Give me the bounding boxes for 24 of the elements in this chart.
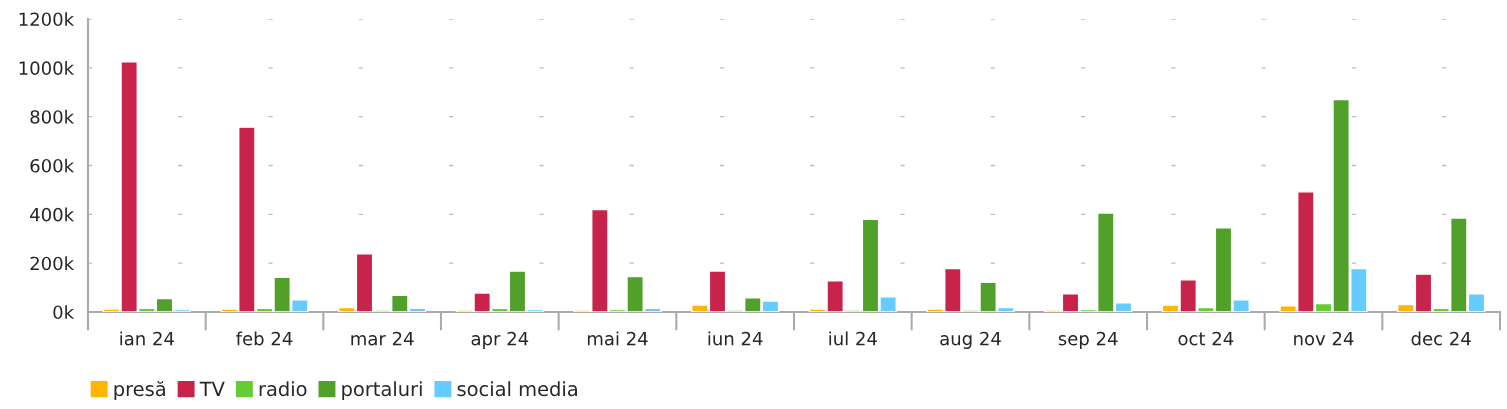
- x-tick-label: oct 24: [1178, 331, 1234, 346]
- x-tick-label: aug 24: [940, 331, 1001, 349]
- legend-label: portaluri: [342, 381, 422, 400]
- x-tick-label: sep 24: [1058, 331, 1118, 349]
- legend-label: TV: [199, 381, 225, 396]
- legend-label: radio: [259, 381, 307, 397]
- x-tick-label: mai 24: [587, 331, 648, 346]
- y-tick-label: 400k: [30, 207, 75, 222]
- y-tick-label: 800k: [30, 109, 75, 124]
- legend-label: social media: [457, 381, 577, 397]
- x-tick-label: iun 24: [708, 331, 763, 346]
- x-tick-label: ian 24: [120, 331, 174, 346]
- x-tick-label: nov 24: [1294, 331, 1354, 346]
- y-tick-label: 200k: [30, 256, 75, 271]
- legend-label: presă: [114, 381, 165, 400]
- y-tick-label: 1200k: [19, 12, 75, 27]
- y-tick-label: 0k: [53, 305, 75, 320]
- x-tick-label: mar 24: [351, 331, 414, 346]
- x-tick-label: dec 24: [1411, 331, 1471, 346]
- x-tick-label: feb 24: [236, 331, 293, 346]
- x-tick-label: iul 24: [829, 331, 877, 346]
- x-tick-label: apr 24: [471, 331, 529, 349]
- y-tick-label: 1000k: [19, 60, 75, 75]
- y-tick-label: 600k: [30, 158, 75, 173]
